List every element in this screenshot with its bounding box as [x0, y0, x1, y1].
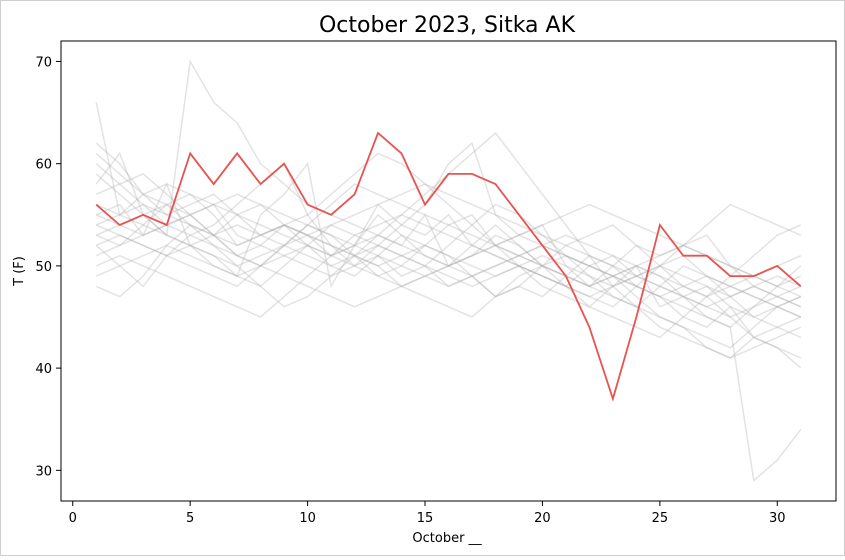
y-axis-label: T (F) — [12, 256, 27, 287]
historical-series-line-19 — [95, 203, 802, 318]
historical-series-line-2 — [95, 203, 802, 369]
historical-series-line-3 — [95, 59, 802, 308]
historical-series-line-1 — [95, 102, 802, 339]
plot-border — [60, 40, 837, 502]
x-axis-label: October __ — [412, 531, 482, 546]
historical-series-line-6 — [95, 141, 802, 483]
x-tick-label: 20 — [534, 511, 551, 526]
x-tick-label: 25 — [652, 511, 669, 526]
plot-area — [61, 41, 836, 501]
x-tick-label: 10 — [299, 511, 316, 526]
historical-series-line-14 — [95, 163, 802, 308]
historical-series-line-18 — [95, 152, 802, 329]
historical-series-line-7 — [95, 183, 802, 349]
historical-series-line-12 — [95, 203, 802, 318]
y-tick-label: 60 — [35, 158, 52, 173]
y-axis: 30 40 50 60 70 — [35, 55, 61, 479]
x-axis: 0 5 10 15 20 25 30 — [69, 501, 786, 526]
highlight-series-line — [95, 131, 802, 402]
highlight-series-group — [95, 131, 802, 402]
historical-series-group — [95, 59, 802, 483]
historical-series-line-8 — [95, 152, 802, 339]
historical-series-line-16 — [95, 224, 802, 308]
y-tick-label: 40 — [35, 362, 52, 377]
x-tick-label: 15 — [417, 511, 434, 526]
y-tick-label: 70 — [35, 55, 52, 70]
historical-series-line-20 — [95, 203, 802, 318]
x-tick-label: 5 — [186, 511, 194, 526]
y-tick-label: 30 — [35, 464, 52, 479]
historical-series-line-15 — [95, 244, 802, 288]
historical-series-line-17 — [95, 203, 802, 298]
historical-series-line-13 — [95, 183, 802, 318]
chart-title: October 2023, Sitka AK — [319, 13, 576, 38]
y-tick-label: 50 — [35, 260, 52, 275]
x-tick-label: 0 — [69, 511, 77, 526]
x-tick-label: 30 — [769, 511, 786, 526]
historical-series-line-10 — [95, 173, 802, 359]
historical-series-line-4 — [95, 161, 802, 359]
historical-series-line-9 — [95, 193, 802, 298]
